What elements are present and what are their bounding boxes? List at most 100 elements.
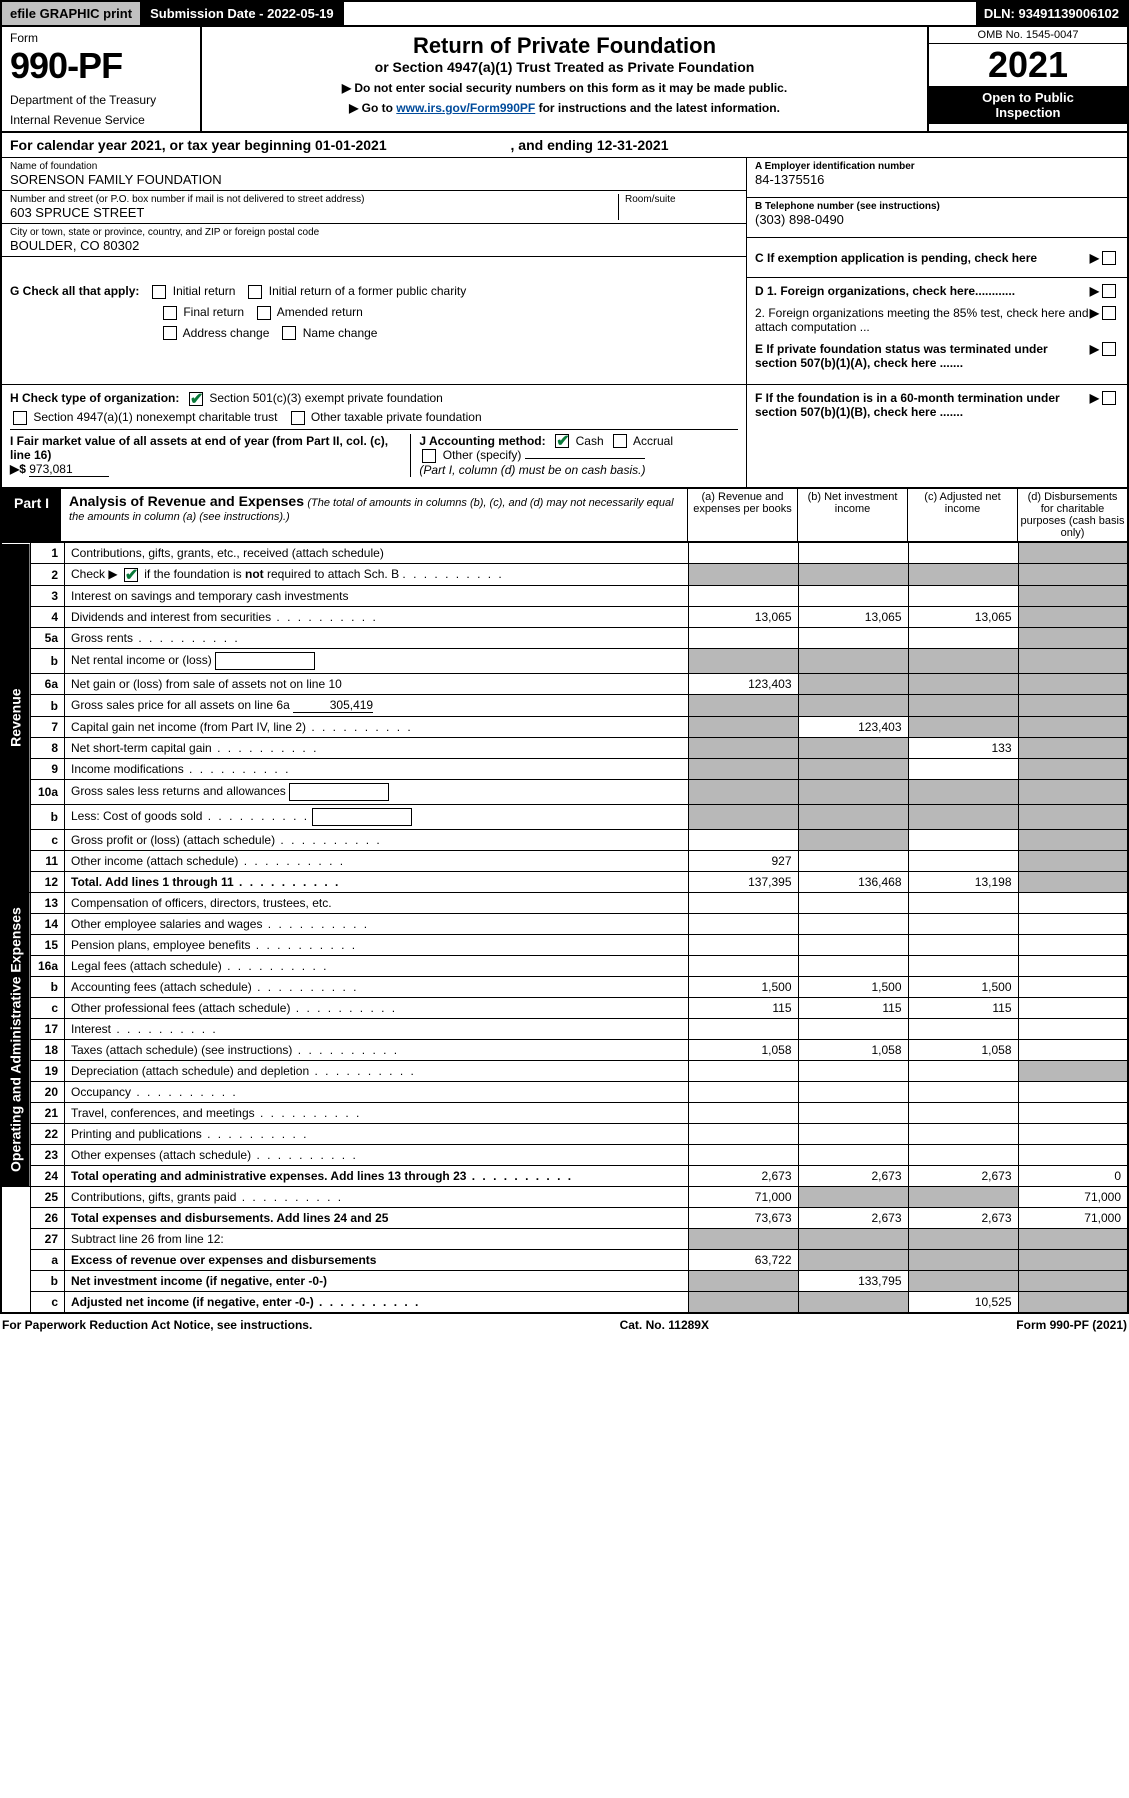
checkbox-cash[interactable]	[555, 434, 569, 448]
table-row: cOther professional fees (attach schedul…	[1, 998, 1128, 1019]
entity-info: Name of foundation SORENSON FAMILY FOUND…	[0, 158, 1129, 278]
checkbox-d1[interactable]	[1102, 284, 1116, 298]
dept-treasury: Department of the Treasury	[10, 93, 192, 107]
checkbox-c[interactable]	[1102, 251, 1116, 265]
checkbox-f[interactable]	[1102, 391, 1116, 405]
part1-header: Part I Analysis of Revenue and Expenses …	[0, 489, 1129, 542]
section-g: G Check all that apply: Initial return I…	[2, 278, 747, 384]
omb-number: OMB No. 1545-0047	[929, 27, 1127, 44]
table-row: 10aGross sales less returns and allowanc…	[1, 780, 1128, 805]
table-row: 4Dividends and interest from securities1…	[1, 607, 1128, 628]
checkbox-501c3[interactable]	[189, 392, 203, 406]
table-row: bNet investment income (if negative, ent…	[1, 1271, 1128, 1292]
checkbox-initial-return[interactable]	[152, 285, 166, 299]
page-footer: For Paperwork Reduction Act Notice, see …	[0, 1314, 1129, 1336]
table-row: Operating and Administrative Expenses 13…	[1, 893, 1128, 914]
form-subtitle: or Section 4947(a)(1) Trust Treated as P…	[212, 59, 917, 75]
table-row: 14Other employee salaries and wages	[1, 914, 1128, 935]
efile-label: efile GRAPHIC print	[2, 2, 142, 25]
table-row: 27Subtract line 26 from line 12:	[1, 1229, 1128, 1250]
col-d-header: (d) Disbursements for charitable purpose…	[1017, 489, 1127, 541]
checkbox-name-change[interactable]	[282, 326, 296, 340]
table-row: 9Income modifications	[1, 759, 1128, 780]
table-row: 23Other expenses (attach schedule)	[1, 1145, 1128, 1166]
paperwork-notice: For Paperwork Reduction Act Notice, see …	[2, 1318, 312, 1332]
checkbox-other-taxable[interactable]	[291, 411, 305, 425]
checkbox-address-change[interactable]	[163, 326, 177, 340]
irs-link[interactable]: www.irs.gov/Form990PF	[396, 101, 535, 115]
irs-label: Internal Revenue Service	[10, 113, 192, 127]
checkbox-4947[interactable]	[13, 411, 27, 425]
open-public: Open to Public Inspection	[929, 86, 1127, 124]
instr-ssn: ▶ Do not enter social security numbers o…	[212, 81, 917, 95]
form-number: 990-PF	[10, 45, 192, 87]
expenses-side-label: Operating and Administrative Expenses	[1, 893, 31, 1187]
col-b-header: (b) Net investment income	[797, 489, 907, 541]
tax-year: 2021	[929, 44, 1127, 86]
checkbox-d2[interactable]	[1102, 306, 1116, 320]
table-row: 24Total operating and administrative exp…	[1, 1166, 1128, 1187]
exemption-pending: C If exemption application is pending, c…	[747, 238, 1127, 278]
checkbox-other-method[interactable]	[422, 449, 436, 463]
table-row: 6aNet gain or (loss) from sale of assets…	[1, 674, 1128, 695]
section-hijf: H Check type of organization: Section 50…	[0, 385, 1129, 489]
table-row: 26Total expenses and disbursements. Add …	[1, 1208, 1128, 1229]
checkbox-e[interactable]	[1102, 342, 1116, 356]
col-c-header: (c) Adjusted net income	[907, 489, 1017, 541]
section-i: I Fair market value of all assets at end…	[10, 434, 410, 478]
table-row: 21Travel, conferences, and meetings	[1, 1103, 1128, 1124]
table-row: 15Pension plans, employee benefits	[1, 935, 1128, 956]
calendar-year-row: For calendar year 2021, or tax year begi…	[0, 133, 1129, 158]
checkbox-initial-former[interactable]	[248, 285, 262, 299]
table-row: 18Taxes (attach schedule) (see instructi…	[1, 1040, 1128, 1061]
table-row: Revenue 1Contributions, gifts, grants, e…	[1, 543, 1128, 564]
table-row: 16aLegal fees (attach schedule)	[1, 956, 1128, 977]
submission-date: Submission Date - 2022-05-19	[142, 2, 344, 25]
part1-label: Part I	[2, 489, 61, 541]
table-row: 3Interest on savings and temporary cash …	[1, 586, 1128, 607]
form-title: Return of Private Foundation	[212, 33, 917, 59]
table-row: 19Depreciation (attach schedule) and dep…	[1, 1061, 1128, 1082]
table-row: 2Check ▶ if the foundation is not requir…	[1, 564, 1128, 586]
section-f: F If the foundation is in a 60-month ter…	[747, 385, 1127, 487]
room-suite-label: Room/suite	[625, 194, 738, 205]
analysis-table: Revenue 1Contributions, gifts, grants, e…	[0, 542, 1129, 1314]
section-de: D 1. Foreign organizations, check here..…	[747, 278, 1127, 384]
header-mid: Return of Private Foundation or Section …	[202, 27, 927, 131]
table-row: 5aGross rents	[1, 628, 1128, 649]
year-end: 12-31-2021	[597, 137, 669, 153]
form-ref: Form 990-PF (2021)	[1016, 1318, 1127, 1332]
checkbox-accrual[interactable]	[613, 434, 627, 448]
ein-block: A Employer identification number 84-1375…	[747, 158, 1127, 198]
phone-block: B Telephone number (see instructions) (3…	[747, 198, 1127, 238]
checks-gde: G Check all that apply: Initial return I…	[0, 278, 1129, 385]
revenue-side-label: Revenue	[1, 543, 31, 893]
foundation-name: Name of foundation SORENSON FAMILY FOUND…	[2, 158, 746, 191]
table-row: bGross sales price for all assets on lin…	[1, 695, 1128, 717]
section-h: H Check type of organization: Section 50…	[10, 391, 738, 406]
section-j: J Accounting method: Cash Accrual Other …	[410, 434, 738, 478]
table-row: cAdjusted net income (if negative, enter…	[1, 1292, 1128, 1314]
table-row: 17Interest	[1, 1019, 1128, 1040]
topbar: efile GRAPHIC print Submission Date - 20…	[0, 0, 1129, 27]
table-row: 20Occupancy	[1, 1082, 1128, 1103]
dln: DLN: 93491139006102	[976, 2, 1127, 25]
form-word: Form	[10, 31, 192, 45]
table-row: cGross profit or (loss) (attach schedule…	[1, 830, 1128, 851]
table-row: 7Capital gain net income (from Part IV, …	[1, 717, 1128, 738]
year-begin: 01-01-2021	[315, 137, 387, 153]
table-row: 25Contributions, gifts, grants paid71,00…	[1, 1187, 1128, 1208]
checkbox-final-return[interactable]	[163, 306, 177, 320]
checkbox-amended[interactable]	[257, 306, 271, 320]
checkbox-schb[interactable]	[124, 568, 138, 582]
cat-number: Cat. No. 11289X	[620, 1318, 709, 1332]
form-header: Form 990-PF Department of the Treasury I…	[0, 27, 1129, 133]
table-row: 22Printing and publications	[1, 1124, 1128, 1145]
fmv-value: 973,081	[29, 462, 109, 477]
city-state-zip: City or town, state or province, country…	[2, 224, 746, 257]
table-row: bNet rental income or (loss)	[1, 649, 1128, 674]
table-row: 12Total. Add lines 1 through 11137,39513…	[1, 872, 1128, 893]
table-row: bLess: Cost of goods sold	[1, 805, 1128, 830]
street-address: Number and street (or P.O. box number if…	[2, 191, 746, 224]
table-row: aExcess of revenue over expenses and dis…	[1, 1250, 1128, 1271]
